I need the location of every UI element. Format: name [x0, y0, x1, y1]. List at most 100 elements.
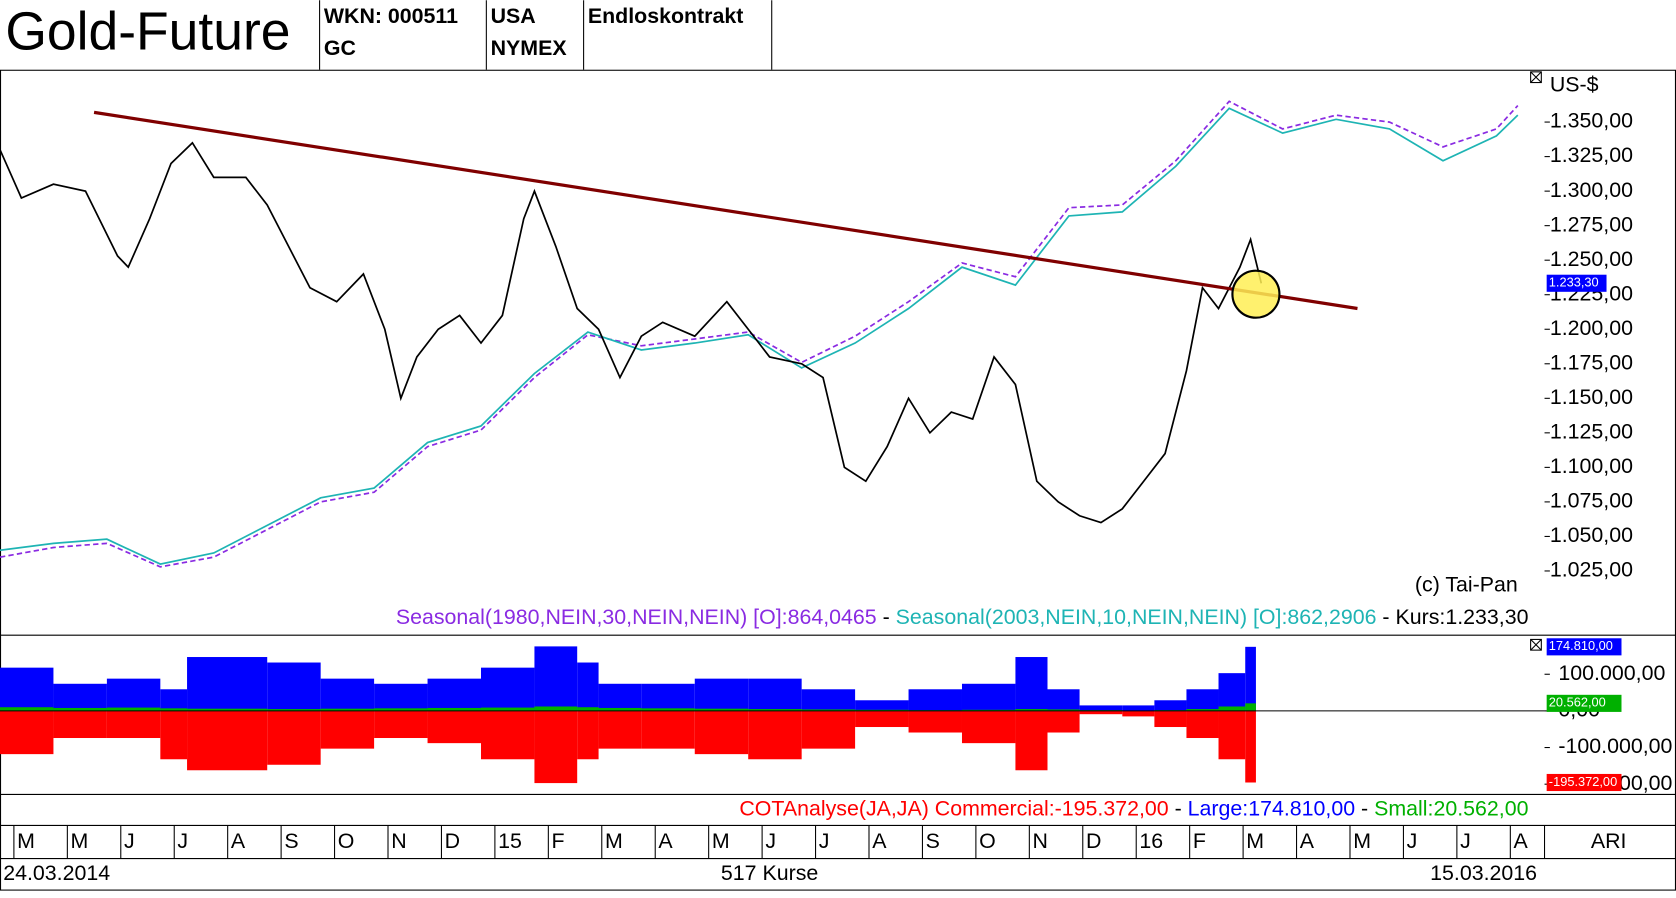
- cot-bar: [962, 684, 1015, 711]
- x-tick-label: F: [552, 829, 565, 853]
- cot-bar: [1219, 673, 1246, 711]
- cot-bar: [321, 679, 374, 711]
- y-tick-label: 1.325,00: [1550, 143, 1633, 167]
- x-tick-label: M: [712, 829, 730, 853]
- y-tick-label: 1.150,00: [1550, 385, 1633, 409]
- y-tick-label: 1.250,00: [1550, 247, 1633, 271]
- cot-bar: [534, 706, 577, 710]
- y-tick-label: 1.175,00: [1550, 350, 1633, 374]
- y-tick-label: 1.100,00: [1550, 454, 1633, 478]
- cot-bar: [641, 684, 694, 711]
- x-tick-label: A: [658, 829, 673, 853]
- x-tick-label: J: [819, 829, 830, 853]
- legend-item: -: [1355, 796, 1374, 820]
- legend-item: COTAnalyse(JA,JA) Commercial:-195.372,00: [739, 796, 1168, 820]
- cot-bar: [599, 711, 642, 749]
- cot-bar: [1219, 711, 1246, 759]
- x-tick-label: 15: [498, 829, 522, 853]
- cot-bar: [1154, 711, 1186, 727]
- count: 517 Kurse: [721, 861, 818, 885]
- legend-item: Kurs:1.233,30: [1395, 605, 1528, 629]
- legend-item: Seasonal(1980,NEIN,30,NEIN,NEIN) [O]:864…: [396, 605, 877, 629]
- cot-bar: [107, 711, 160, 738]
- y-tick-label: 100.000,00: [1558, 661, 1665, 685]
- legend-item: Seasonal(2003,NEIN,10,NEIN,NEIN) [O]:862…: [896, 605, 1377, 629]
- cot-bar: [0, 711, 53, 754]
- x-tick-label: M: [1353, 829, 1371, 853]
- cot-bar: [962, 711, 1015, 743]
- cot-bar: [481, 711, 534, 759]
- x-tick-label: M: [17, 829, 35, 853]
- cot-bar: [577, 711, 598, 759]
- cot-bar: [1122, 711, 1154, 716]
- cot-bar: [160, 689, 187, 711]
- cot-bar: [1186, 689, 1218, 711]
- legend-item: -: [1377, 605, 1396, 629]
- x-tick-label: A: [231, 829, 246, 853]
- cot-bar: [802, 711, 855, 749]
- x-tick-label: J: [1460, 829, 1471, 853]
- cot-marker-label: 174.810,00: [1549, 638, 1613, 653]
- cot-marker-label: -195.372,00: [1549, 774, 1617, 789]
- cot-bar: [855, 700, 908, 711]
- x-tick-label: A: [1300, 829, 1315, 853]
- cot-bar: [267, 663, 320, 711]
- cot-bar: [374, 684, 427, 711]
- cot-bar: [909, 711, 962, 733]
- cot-bar: [802, 689, 855, 711]
- x-tick-label: D: [445, 829, 460, 853]
- indicator: ARI: [1591, 829, 1627, 853]
- cot-bar: [481, 668, 534, 711]
- header-wkn: WKN: 000511: [324, 4, 458, 28]
- cot-bar: [0, 668, 53, 711]
- y-tick-label: 1.075,00: [1550, 489, 1633, 513]
- legend-item: Large:174.810,00: [1188, 796, 1356, 820]
- x-tick-label: A: [872, 829, 887, 853]
- unit-label: US-$: [1550, 72, 1599, 96]
- x-tick-label: S: [926, 829, 940, 853]
- x-tick-label: O: [979, 829, 996, 853]
- x-tick-label: M: [71, 829, 89, 853]
- x-tick-label: J: [1407, 829, 1418, 853]
- cot-bar: [641, 711, 694, 749]
- header-exchange: NYMEX: [491, 36, 568, 60]
- y-tick-label: 1.200,00: [1550, 316, 1633, 340]
- y-tick-label: 1.125,00: [1550, 419, 1633, 443]
- cot-bar: [1015, 711, 1047, 770]
- y-tick-label: 1.350,00: [1550, 109, 1633, 133]
- y-tick-label: 1.300,00: [1550, 178, 1633, 202]
- cot-bar: [321, 711, 374, 749]
- x-tick-label: D: [1086, 829, 1101, 853]
- cot-bar: [1245, 703, 1256, 711]
- x-tick-label: M: [605, 829, 623, 853]
- start-date: 24.03.2014: [3, 861, 110, 885]
- price-marker-label: 1.233,30: [1549, 275, 1599, 290]
- cot-bar: [748, 711, 801, 759]
- x-tick-label: N: [391, 829, 406, 853]
- legend: COTAnalyse(JA,JA) Commercial:-195.372,00…: [739, 796, 1528, 820]
- cot-bar: [1122, 705, 1154, 710]
- cot-bar: [1219, 706, 1246, 710]
- header-symbol: GC: [324, 36, 356, 60]
- cot-bar: [1245, 711, 1256, 783]
- cot-bar: [374, 711, 427, 738]
- y-tick-label: 1.275,00: [1550, 212, 1633, 236]
- cot-bar: [160, 711, 187, 759]
- cot-bar: [53, 711, 106, 738]
- x-tick-label: A: [1514, 829, 1529, 853]
- legend-item: -: [1169, 796, 1188, 820]
- x-tick-label: F: [1193, 829, 1206, 853]
- cot-bar: [599, 684, 642, 711]
- cot-bar: [909, 689, 962, 711]
- x-tick-label: O: [338, 829, 355, 853]
- cot-bar: [428, 711, 481, 743]
- cot-bar: [107, 679, 160, 711]
- cot-bar: [187, 657, 267, 711]
- cot-bar: [855, 711, 908, 727]
- cot-bar: [748, 679, 801, 711]
- cot-bar: [1080, 705, 1123, 710]
- copyright: (c) Tai-Pan: [1415, 573, 1518, 597]
- y-tick-label: -100.000,00: [1558, 734, 1672, 758]
- legend-item: Small:20.562,00: [1374, 796, 1528, 820]
- cot-bar: [53, 684, 106, 711]
